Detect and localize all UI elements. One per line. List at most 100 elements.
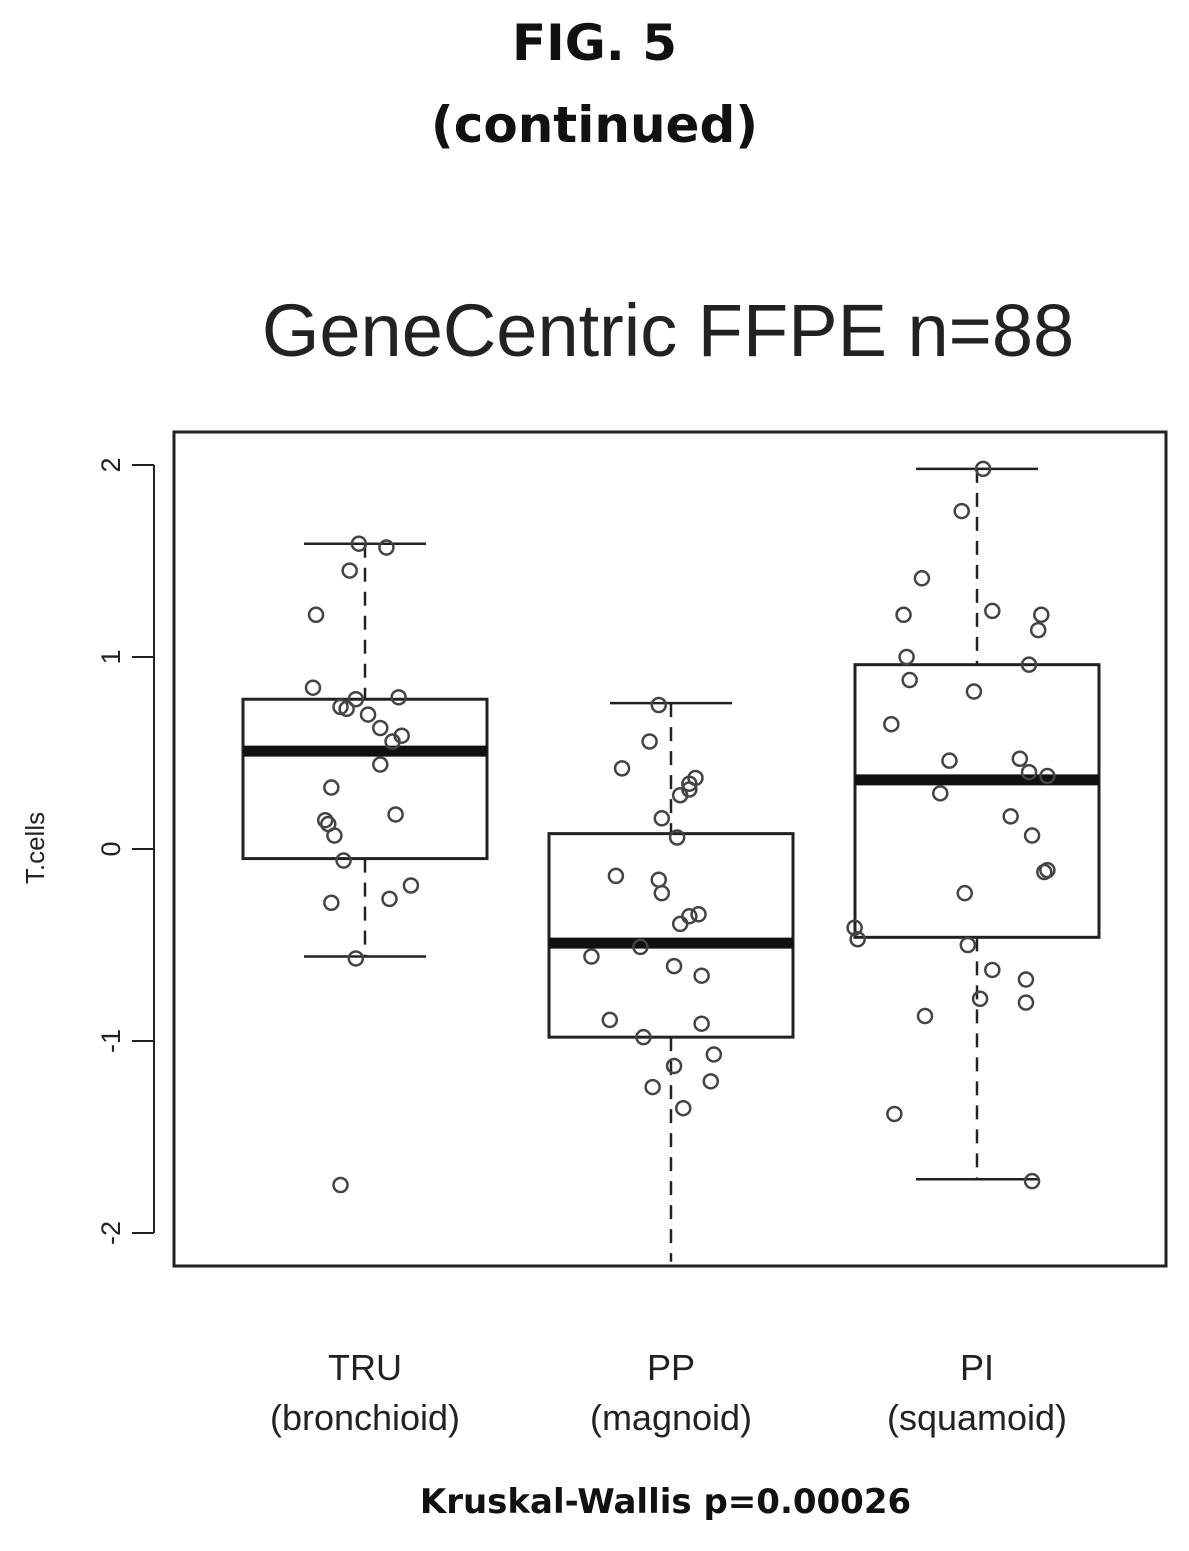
point-1-1 [641,733,658,750]
point-2-17 [1002,808,1019,825]
point-0-21 [381,890,398,908]
point-1-6 [681,781,698,798]
point-0-24 [332,1176,349,1194]
point-0-1 [350,535,368,552]
point-0-3 [378,539,395,556]
point-0-12 [393,727,410,744]
point-2-24 [959,936,977,954]
point-1-7 [653,810,671,827]
point-2-20 [1039,861,1056,879]
point-2-1 [953,502,970,520]
point-2-29 [916,1007,934,1025]
point-1-20 [693,1015,710,1032]
point-2-28 [1017,994,1035,1011]
point-2-14 [1020,763,1038,781]
point-2-26 [1017,971,1035,988]
point-2-8 [1020,656,1038,673]
y-axis-label: T.cells [20,812,50,884]
point-0-7 [347,690,365,708]
y-axis: -2 -1 0 1 2 [96,457,155,1245]
point-0-2 [341,562,358,579]
point-0-20 [323,894,340,912]
point-1-26 [674,1099,692,1117]
box-series [241,467,1101,1262]
point-2-13 [1011,750,1029,768]
point-1-0 [650,696,668,714]
x-category-label-0: TRU [328,1347,402,1388]
figure-number: FIG. 5 [512,14,677,72]
point-1-13 [671,915,689,933]
point-1-21 [635,1028,652,1046]
point-2-21 [956,884,974,902]
point-1-24 [644,1078,661,1096]
box-2 [853,467,1101,1181]
point-2-7 [898,648,915,666]
point-1-12 [690,906,707,923]
jitter-points [304,460,1056,1194]
x-category-sublabel-2: (squamoid) [887,1397,1067,1438]
box-body-2 [853,663,1101,939]
y-tick-label-0: -2 [96,1221,126,1245]
point-0-15 [316,811,334,829]
point-2-2 [913,570,931,587]
point-1-15 [583,948,600,965]
point-2-31 [1023,1172,1041,1190]
point-2-9 [901,671,918,689]
box-body-1 [547,832,795,1039]
x-category-label-1: PP [647,1347,695,1388]
point-0-13 [372,756,389,773]
point-0-18 [387,806,404,823]
y-tick-label-2: 0 [96,841,126,856]
point-0-6 [338,700,355,718]
point-1-25 [702,1073,720,1090]
point-0-10 [390,689,407,706]
point-2-23 [849,930,866,948]
point-1-17 [665,957,683,975]
plot-frame [172,430,1168,1268]
point-2-27 [971,990,989,1008]
point-2-16 [932,785,949,802]
x-category-label-2: PI [960,1347,994,1388]
point-2-25 [984,961,1001,979]
y-tick-label-4: 2 [96,457,126,472]
point-2-15 [1039,767,1056,785]
point-1-23 [665,1057,683,1075]
point-1-10 [650,871,668,888]
point-2-0 [974,460,992,478]
point-1-16 [632,938,649,956]
point-0-4 [304,679,322,696]
box-body-0 [241,697,489,861]
statistical-test-note: Kruskal-Wallis p=0.00026 [419,1482,912,1522]
point-0-9 [372,719,389,737]
figure-continued-label: (continued) [430,96,759,154]
point-2-5 [1033,606,1050,624]
point-1-18 [693,967,710,984]
point-0-17 [326,827,343,844]
point-0-14 [323,779,340,796]
point-0-22 [402,877,420,894]
box-0 [241,542,489,958]
point-2-3 [984,602,1001,620]
y-tick-label-1: -1 [96,1029,126,1053]
point-1-2 [613,760,631,777]
point-2-4 [895,606,912,624]
y-tick-label-3: 1 [96,649,126,664]
point-2-12 [941,752,958,769]
box-1 [547,701,795,1262]
point-1-14 [681,907,698,925]
point-0-19 [335,852,352,869]
point-2-18 [1023,827,1041,844]
x-category-sublabel-1: (magnoid) [590,1397,752,1438]
point-2-30 [886,1105,903,1123]
point-0-8 [359,706,377,723]
point-2-6 [1029,621,1047,639]
point-0-23 [347,950,365,967]
point-1-22 [705,1046,723,1063]
x-axis-labels: TRU (bronchioid) PP (magnoid) PI (squamoid) [270,1347,1067,1438]
point-0-0 [307,606,325,624]
chart-title: GeneCentric FFPE n=88 [262,289,1074,372]
point-1-8 [668,829,686,846]
point-2-22 [846,919,863,936]
point-1-19 [601,1011,619,1029]
